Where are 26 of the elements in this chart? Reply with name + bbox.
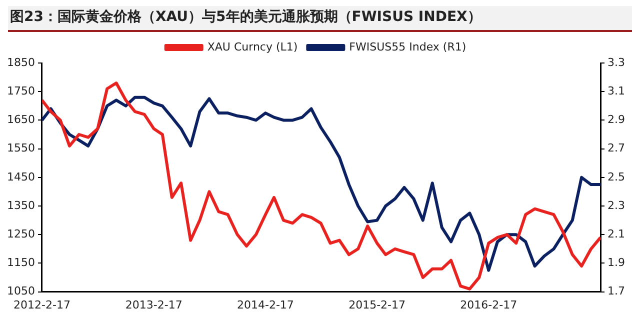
y2-tick-label: 2.5: [608, 170, 626, 184]
y-tick-label: 1450: [6, 170, 35, 184]
x-tick-label: 2015-2-17: [348, 298, 406, 312]
y-tick-label: 1250: [6, 227, 35, 240]
x-tick-label: 2016-2-17: [460, 298, 518, 312]
x-tick-label: 2013-2-17: [125, 298, 182, 312]
y-tick-label: 1550: [6, 142, 35, 155]
y-tick-label: 1750: [6, 84, 35, 98]
x-tick-label: 2012-2-17: [14, 298, 70, 312]
x-tick-label: 2014-2-17: [236, 298, 294, 312]
y-tick-label: 1650: [6, 113, 35, 126]
y2-tick-label: 3.3: [608, 56, 626, 69]
y2-tick-label: 2.9: [608, 113, 626, 126]
y-tick-label: 1850: [6, 56, 35, 69]
y-tick-label: 1150: [6, 256, 35, 270]
y2-tick-label: 2.7: [608, 142, 626, 155]
y2-tick-label: 2.3: [608, 198, 626, 212]
y-tick-label: 1050: [6, 284, 35, 298]
y2-tick-label: 1.7: [608, 284, 626, 298]
legend-label: FWISUS55 Index (R1): [349, 40, 466, 54]
y2-tick-label: 1.9: [608, 256, 626, 270]
chart-title: 图23：国际黄金价格（XAU）与5年的美元通胀预期（FWISUS INDEX）: [8, 6, 632, 32]
y-tick-label: 1350: [6, 198, 35, 212]
legend-label: XAU Curncy (L1): [207, 40, 298, 54]
y2-tick-label: 3.1: [608, 84, 626, 98]
y2-tick-label: 2.1: [608, 227, 626, 240]
